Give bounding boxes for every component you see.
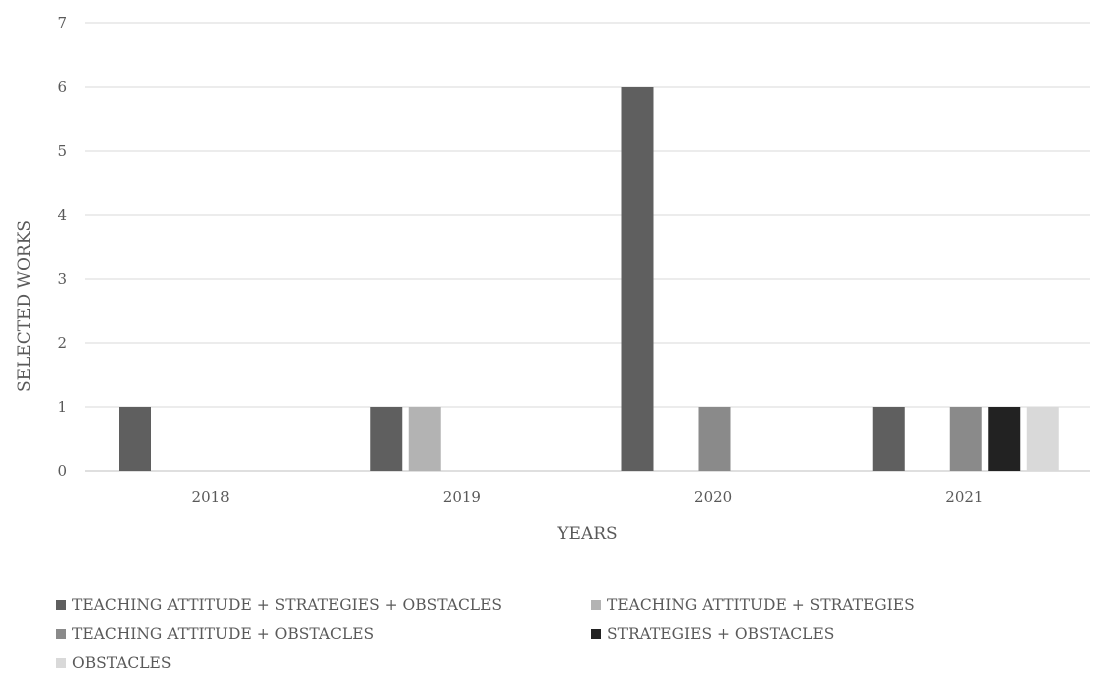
y-axis-title: SELECTED WORKS [15,220,35,392]
y-tick-label: 2 [57,334,67,352]
x-tick-label: 2021 [945,488,983,506]
legend-label: TEACHING ATTITUDE + STRATEGIES [607,596,915,614]
bar-2020-series-3 [698,407,731,471]
bar-2021-series-1 [872,407,905,471]
legend-swatch [591,629,601,639]
y-tick-label: 6 [57,78,67,96]
bar-2019-series-1 [370,407,403,471]
legend-item-4: STRATEGIES + OBSTACLES [591,625,834,643]
bars [119,87,1059,471]
y-tick-label: 4 [57,206,67,224]
gridlines [85,22,1090,472]
legend-item-2: TEACHING ATTITUDE + STRATEGIES [591,596,915,614]
bar-2021-series-4 [988,407,1021,471]
y-tick-label: 0 [57,462,67,480]
legend-swatch [56,658,66,668]
bar-2021-series-3 [949,407,982,471]
legend-label: TEACHING ATTITUDE + OBSTACLES [72,625,375,643]
x-tick-label: 2018 [192,488,230,506]
legend-label: OBSTACLES [72,654,172,672]
y-tick-label: 7 [57,14,67,32]
bar-chart: 0 1 2 3 4 5 6 7 2018 2019 2020 2021 YEARS SELECTED… [15,14,1090,544]
y-tick-label: 3 [57,270,67,288]
legend-item-3: TEACHING ATTITUDE + OBSTACLES [56,625,374,643]
y-tick-label: 5 [57,142,67,160]
legend-label: STRATEGIES + OBSTACLES [607,625,835,643]
legend-label: TEACHING ATTITUDE + STRATEGIES + OBSTACL… [72,596,503,614]
bar-2021-series-5 [1026,407,1059,471]
bar-2018-series-1 [119,407,151,471]
x-axis-title: YEARS [556,524,617,544]
x-axis-ticks: 2018 2019 2020 2021 [192,488,984,506]
bar-2020-series-1 [621,87,654,471]
y-axis-ticks: 0 1 2 3 4 5 6 7 [57,14,67,480]
legend-item-1: TEACHING ATTITUDE + STRATEGIES + OBSTACL… [56,596,502,614]
legend-swatch [56,600,66,610]
legend-swatch [591,600,601,610]
x-tick-label: 2019 [443,488,481,506]
bar-2019-series-2 [408,407,441,471]
x-tick-label: 2020 [694,488,732,506]
legend-item-5: OBSTACLES [56,654,172,672]
y-tick-label: 1 [57,398,67,416]
legend-swatch [56,629,66,639]
